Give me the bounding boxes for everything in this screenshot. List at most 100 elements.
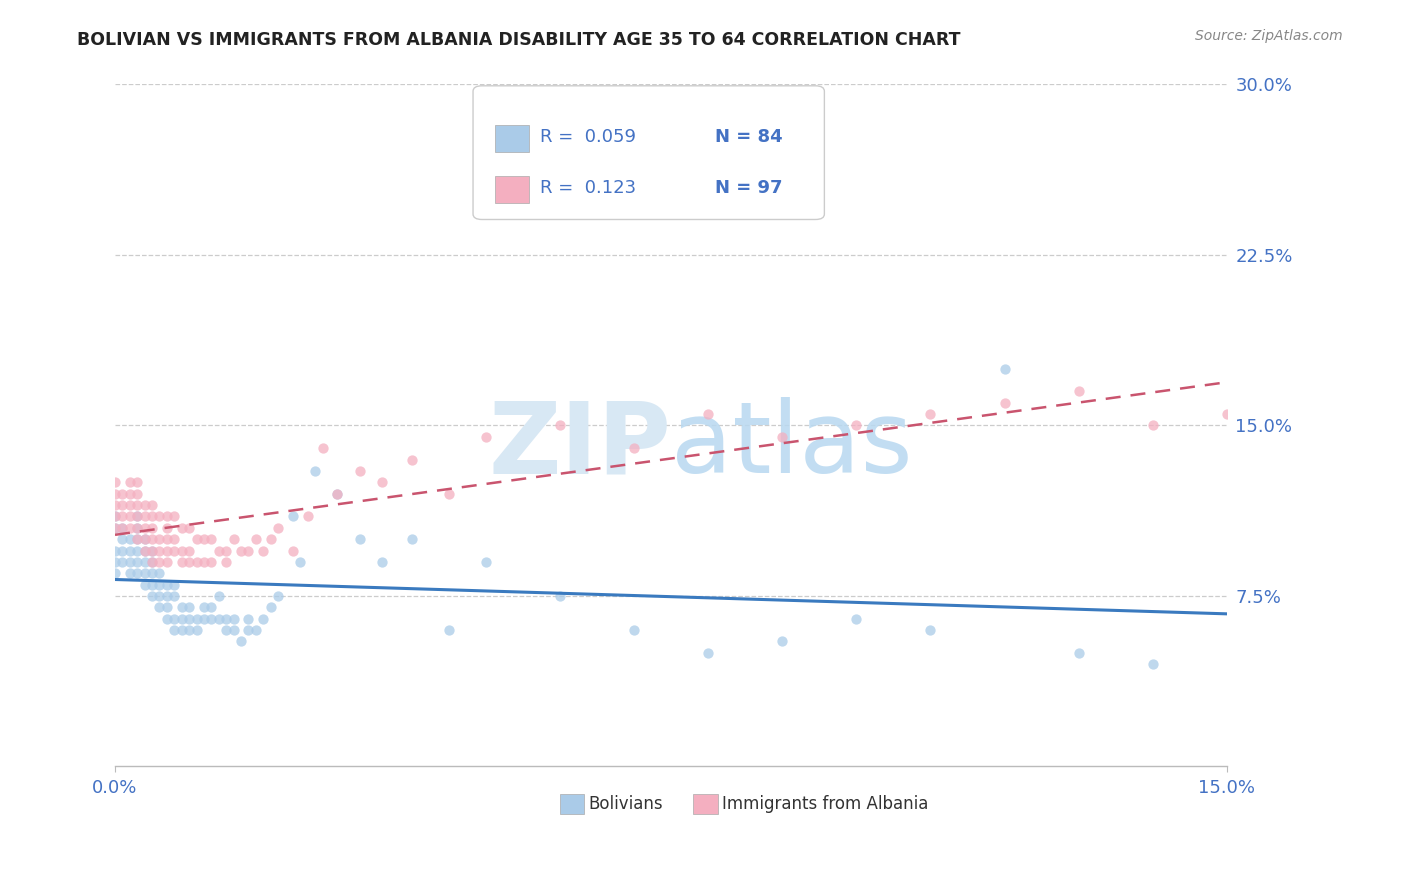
Point <box>371 555 394 569</box>
Point <box>179 612 201 626</box>
Point <box>134 498 156 512</box>
Point <box>111 532 134 546</box>
Point <box>134 521 156 535</box>
Point <box>290 555 312 569</box>
Point <box>474 555 496 569</box>
Point <box>229 543 252 558</box>
Point <box>170 600 193 615</box>
Point <box>148 509 170 524</box>
Point <box>141 509 163 524</box>
Point <box>127 509 149 524</box>
Point <box>156 509 179 524</box>
Point <box>371 475 394 490</box>
Point <box>127 498 149 512</box>
Point <box>267 521 290 535</box>
Point <box>104 521 127 535</box>
Point <box>623 441 645 455</box>
Point <box>179 555 201 569</box>
Point <box>281 509 304 524</box>
Point <box>179 521 201 535</box>
Point <box>304 464 326 478</box>
Text: R =  0.059: R = 0.059 <box>540 128 636 146</box>
Point <box>215 623 238 637</box>
Point <box>245 623 267 637</box>
Point <box>141 589 163 603</box>
Point <box>1364 407 1386 421</box>
Point <box>111 486 134 500</box>
Point <box>1327 395 1350 409</box>
Point <box>163 589 186 603</box>
Point <box>104 555 127 569</box>
Point <box>193 532 215 546</box>
Point <box>222 623 245 637</box>
Point <box>104 543 127 558</box>
Point <box>623 623 645 637</box>
Point <box>200 600 222 615</box>
Point <box>179 600 201 615</box>
Point <box>170 543 193 558</box>
Point <box>1400 395 1406 409</box>
Point <box>697 646 720 660</box>
Point <box>118 475 141 490</box>
FancyBboxPatch shape <box>560 794 585 814</box>
Point <box>179 623 201 637</box>
Point <box>208 589 231 603</box>
FancyBboxPatch shape <box>495 177 529 203</box>
Point <box>141 498 163 512</box>
Point <box>148 532 170 546</box>
Point <box>179 543 201 558</box>
Point <box>156 521 179 535</box>
Point <box>148 543 170 558</box>
Point <box>118 532 141 546</box>
Point <box>134 509 156 524</box>
Point <box>127 509 149 524</box>
Point <box>170 612 193 626</box>
Point <box>156 589 179 603</box>
Point <box>1067 646 1090 660</box>
Text: Immigrants from Albania: Immigrants from Albania <box>723 795 928 813</box>
Point <box>127 543 149 558</box>
Point <box>186 612 208 626</box>
Point <box>104 509 127 524</box>
Point <box>215 612 238 626</box>
Point <box>170 623 193 637</box>
Point <box>186 623 208 637</box>
Y-axis label: Disability Age 35 to 64: Disability Age 35 to 64 <box>0 331 8 520</box>
Point <box>200 555 222 569</box>
Point <box>134 532 156 546</box>
Text: ZIP: ZIP <box>488 398 671 494</box>
Point <box>1067 384 1090 399</box>
Point <box>118 555 141 569</box>
Point <box>548 589 571 603</box>
Point <box>111 521 134 535</box>
Point <box>141 521 163 535</box>
Point <box>311 441 333 455</box>
Point <box>260 600 283 615</box>
Point <box>111 521 134 535</box>
Point <box>127 532 149 546</box>
Point <box>148 566 170 581</box>
Point <box>104 521 127 535</box>
Point <box>208 612 231 626</box>
Point <box>326 486 349 500</box>
Point <box>326 486 349 500</box>
Point <box>252 612 274 626</box>
Point <box>193 600 215 615</box>
Point <box>200 612 222 626</box>
Point <box>127 532 149 546</box>
Point <box>215 543 238 558</box>
Text: Source: ZipAtlas.com: Source: ZipAtlas.com <box>1195 29 1343 43</box>
FancyBboxPatch shape <box>495 125 529 153</box>
Point <box>548 418 571 433</box>
Point <box>770 634 793 648</box>
Point <box>267 589 290 603</box>
Point <box>170 555 193 569</box>
Point <box>148 589 170 603</box>
Point <box>141 543 163 558</box>
Text: atlas: atlas <box>671 398 912 494</box>
Point <box>1142 418 1164 433</box>
Point <box>127 486 149 500</box>
Point <box>134 555 156 569</box>
Point <box>156 612 179 626</box>
Point <box>141 577 163 591</box>
